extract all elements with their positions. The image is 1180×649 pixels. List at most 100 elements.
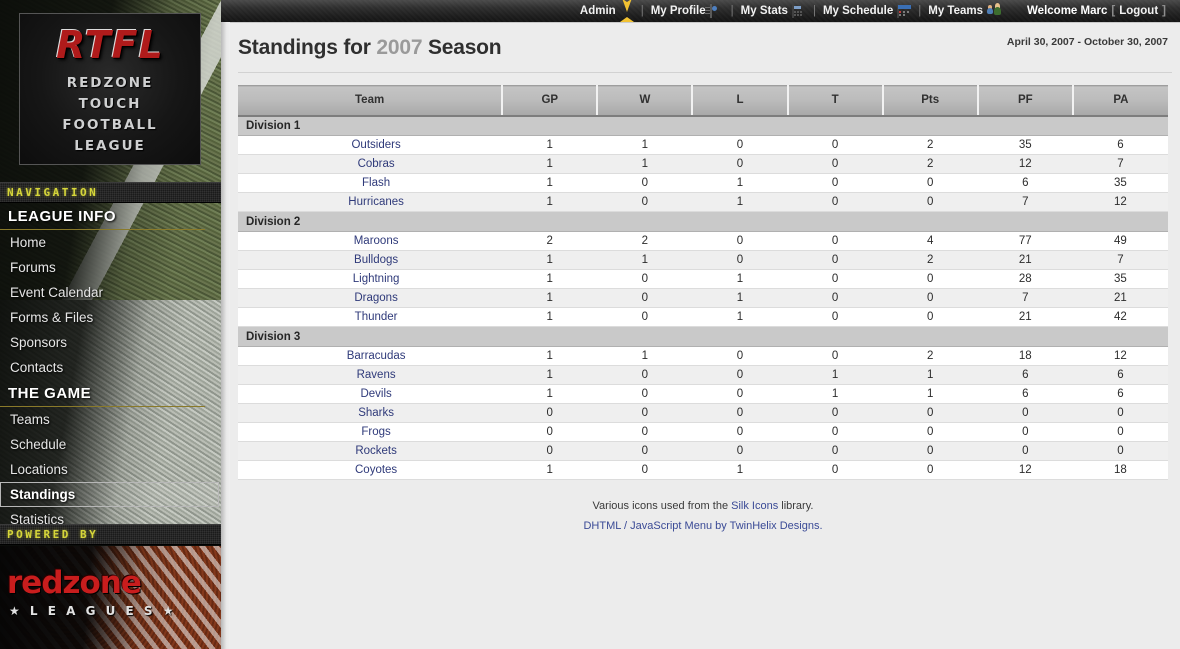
season-date-range: April 30, 2007 - October 30, 2007 [1006, 36, 1168, 48]
column-header-pts[interactable]: Pts [882, 85, 979, 117]
cell-l: 0 [692, 231, 788, 251]
team-link[interactable]: Flash [362, 177, 391, 189]
team-link[interactable]: Rockets [355, 445, 397, 457]
cell-l: 0 [692, 441, 788, 461]
cell-gp: 1 [502, 192, 598, 212]
team-link[interactable]: Devils [360, 388, 392, 400]
cell-pa: 6 [1072, 135, 1168, 155]
league-logo[interactable]: RTFL REDZONE TOUCH FOOTBALL LEAGUE [19, 13, 201, 165]
column-header-w[interactable]: W [597, 85, 694, 117]
cell-l: 0 [692, 250, 788, 270]
sidebar-item-sponsors[interactable]: Sponsors [10, 335, 68, 350]
cell-w: 0 [597, 269, 693, 289]
team-link[interactable]: Sharks [358, 407, 394, 419]
cell-t: 0 [787, 173, 883, 193]
table-row: Thunder 1 0 1 0 0 21 42 [238, 307, 1168, 327]
page-title-prefix: Standings for [238, 36, 371, 59]
cell-w: 0 [597, 422, 693, 442]
team-link[interactable]: Coyotes [355, 464, 398, 476]
column-header-t[interactable]: T [787, 85, 884, 117]
table-row: Frogs 0 0 0 0 0 0 0 [238, 422, 1168, 442]
team-link[interactable]: Lightning [352, 273, 400, 285]
topnav-my-stats-label: My Stats [740, 5, 788, 17]
cell-gp: 2 [502, 231, 598, 251]
topnav-separator-4: | [918, 5, 922, 17]
cell-gp: 1 [502, 173, 598, 193]
sidebar-heading-league-info: LEAGUE INFO [0, 208, 205, 230]
sidebar-item-statistics[interactable]: Statistics [10, 512, 65, 527]
table-row: Bulldogs 1 1 0 0 2 21 7 [238, 250, 1168, 270]
sidebar-item-forms-and-files[interactable]: Forms & Files [10, 310, 94, 325]
sidebar-item-teams[interactable]: Teams [10, 412, 50, 427]
cell-gp: 1 [502, 307, 598, 327]
column-header-pf[interactable]: PF [977, 85, 1074, 117]
twinhelix-link[interactable]: DHTML / JavaScript Menu by TwinHelix Des… [583, 520, 823, 532]
cell-w: 0 [597, 192, 693, 212]
cell-l: 1 [692, 460, 788, 480]
cell-pf: 6 [977, 173, 1073, 193]
topnav-my-stats[interactable]: My Stats [741, 4, 806, 18]
page-header: Standings for 2007 Season April 30, 2007… [230, 23, 1180, 67]
division-header-row: Division 2 [238, 211, 1168, 232]
cell-gp: 1 [502, 269, 598, 289]
sidebar-item-locations[interactable]: Locations [10, 462, 68, 477]
cell-pts: 2 [882, 346, 978, 366]
logout-link[interactable]: Logout [1119, 5, 1159, 17]
cell-team: Lightning [238, 269, 503, 289]
cell-team: Sharks [238, 403, 503, 423]
cell-pf: 28 [977, 269, 1073, 289]
sidebar-item-event-calendar[interactable]: Event Calendar [10, 285, 104, 300]
team-link[interactable]: Cobras [357, 158, 395, 170]
sidebar-item-contacts[interactable]: Contacts [10, 360, 64, 375]
top-navigation-bar: Admin | My Profile | My Stats | My Sched… [221, 0, 1180, 22]
team-link[interactable]: Dragons [354, 292, 398, 304]
team-link[interactable]: Bulldogs [354, 254, 399, 266]
topnav-my-schedule[interactable]: My Schedule [823, 4, 911, 18]
cell-l: 1 [692, 307, 788, 327]
sidebar-content-divider [221, 0, 230, 649]
standings-header-row: Team GP W L T Pts PF PA [238, 85, 1168, 117]
table-row: Cobras 1 1 0 0 2 12 7 [238, 154, 1168, 174]
column-header-pa[interactable]: PA [1072, 85, 1168, 117]
topnav-admin[interactable]: Admin [580, 4, 634, 22]
star-icon [619, 4, 634, 22]
team-link[interactable]: Ravens [356, 369, 396, 381]
team-link[interactable]: Frogs [361, 426, 391, 438]
division-label: Division 1 [238, 115, 1168, 136]
cell-gp: 1 [502, 288, 598, 308]
navigation-bar-label: NAVIGATION [0, 182, 221, 203]
cell-pf: 6 [977, 384, 1073, 404]
team-link[interactable]: Hurricanes [348, 196, 404, 208]
team-link[interactable]: Barracudas [346, 350, 406, 362]
powered-by-redzone-leagues-logo[interactable]: redzone ★ L E A G U E S ★ [0, 546, 221, 649]
column-header-l[interactable]: L [692, 85, 789, 117]
cell-w: 1 [597, 250, 693, 270]
column-header-gp[interactable]: GP [502, 85, 599, 117]
cell-w: 1 [597, 346, 693, 366]
cell-team: Devils [238, 384, 503, 404]
cell-gp: 1 [502, 365, 598, 385]
logo-line-4: LEAGUE [74, 137, 146, 154]
table-row: Ravens 1 0 0 1 1 6 6 [238, 365, 1168, 385]
sidebar-item-forums[interactable]: Forums [10, 260, 56, 275]
sidebar-item-schedule[interactable]: Schedule [10, 437, 67, 452]
topnav-my-profile[interactable]: My Profile [651, 4, 724, 18]
calculator-icon [791, 4, 806, 18]
redzone-wordmark: redzone [7, 565, 142, 601]
column-header-team[interactable]: Team [238, 85, 504, 117]
table-row: Barracudas 1 1 0 0 2 18 12 [238, 346, 1168, 366]
sidebar-item-home[interactable]: Home [10, 235, 47, 250]
division-label: Division 2 [238, 211, 1168, 232]
silk-icons-link[interactable]: Silk Icons [731, 500, 779, 512]
main-content: Standings for 2007 Season April 30, 2007… [230, 22, 1180, 649]
team-link[interactable]: Thunder [354, 311, 398, 323]
team-link[interactable]: Maroons [353, 235, 399, 247]
cell-pa: 0 [1072, 422, 1168, 442]
topnav-separator-3: | [812, 5, 816, 17]
cell-team: Rockets [238, 441, 503, 461]
sidebar-item-standings[interactable]: Standings [0, 482, 219, 507]
topnav-my-teams[interactable]: My Teams [928, 4, 1001, 18]
cell-pa: 18 [1072, 460, 1168, 480]
logout-bracket-open: [ [1111, 5, 1116, 17]
team-link[interactable]: Outsiders [351, 139, 401, 151]
